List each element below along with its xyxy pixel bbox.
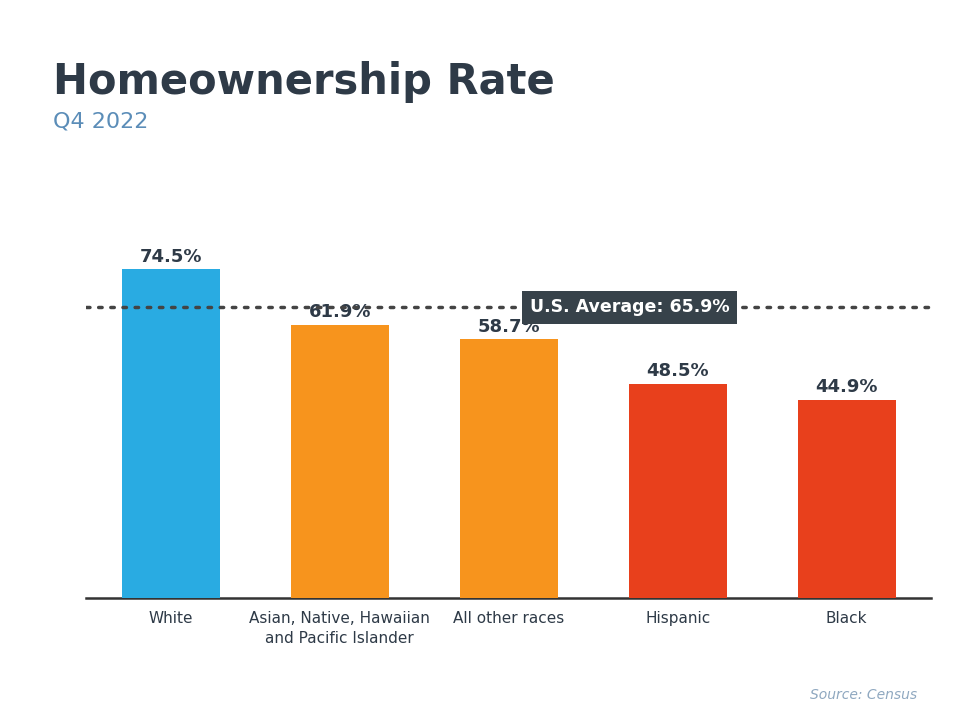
Text: 61.9%: 61.9%	[308, 303, 372, 321]
Text: Source: Census: Source: Census	[809, 688, 917, 702]
Bar	[122, 269, 220, 598]
Text: Q4 2022: Q4 2022	[53, 112, 148, 132]
Text: 48.5%: 48.5%	[646, 362, 709, 380]
Bar	[291, 325, 389, 598]
Bar	[460, 339, 558, 598]
Text: Homeownership Rate: Homeownership Rate	[53, 61, 555, 103]
Text: 74.5%: 74.5%	[139, 248, 203, 266]
Text: 58.7%: 58.7%	[477, 318, 540, 336]
Text: U.S. Average: 65.9%: U.S. Average: 65.9%	[530, 298, 730, 316]
Text: 44.9%: 44.9%	[815, 378, 878, 396]
Bar	[629, 384, 727, 598]
Bar	[798, 400, 896, 598]
